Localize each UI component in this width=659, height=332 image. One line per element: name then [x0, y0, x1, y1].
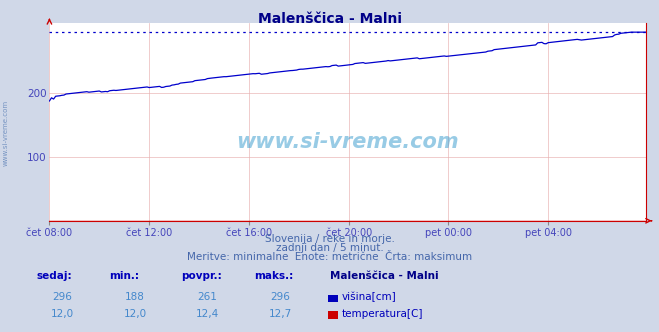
Text: 12,7: 12,7 — [268, 309, 292, 319]
Text: Slovenija / reke in morje.: Slovenija / reke in morje. — [264, 234, 395, 244]
Text: www.si-vreme.com: www.si-vreme.com — [237, 132, 459, 152]
Text: Malenščica - Malni: Malenščica - Malni — [330, 271, 438, 281]
Text: 188: 188 — [125, 292, 145, 302]
Text: sedaj:: sedaj: — [36, 271, 72, 281]
Text: min.:: min.: — [109, 271, 139, 281]
Text: 261: 261 — [198, 292, 217, 302]
Text: 12,0: 12,0 — [51, 309, 74, 319]
Text: 296: 296 — [270, 292, 290, 302]
Text: maks.:: maks.: — [254, 271, 293, 281]
Text: www.si-vreme.com: www.si-vreme.com — [2, 100, 9, 166]
Text: 296: 296 — [53, 292, 72, 302]
Text: zadnji dan / 5 minut.: zadnji dan / 5 minut. — [275, 243, 384, 253]
Text: višina[cm]: višina[cm] — [341, 292, 396, 302]
Text: Malenščica - Malni: Malenščica - Malni — [258, 12, 401, 26]
Text: Meritve: minimalne  Enote: metrične  Črta: maksimum: Meritve: minimalne Enote: metrične Črta:… — [187, 252, 472, 262]
Text: temperatura[C]: temperatura[C] — [341, 309, 423, 319]
Text: 12,0: 12,0 — [123, 309, 147, 319]
Text: 12,4: 12,4 — [196, 309, 219, 319]
Text: povpr.:: povpr.: — [181, 271, 222, 281]
